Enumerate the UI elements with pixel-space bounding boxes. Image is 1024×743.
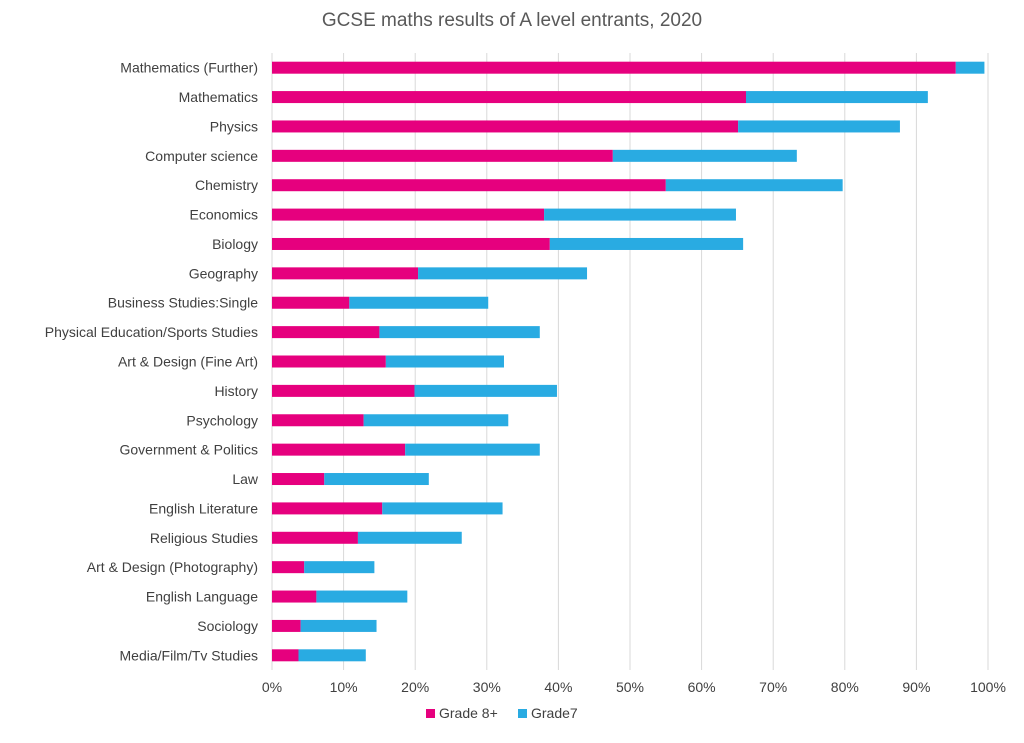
bar-grade7-history bbox=[414, 384, 557, 397]
category-label: Government & Politics bbox=[120, 442, 259, 458]
bar-grade7-english-language bbox=[316, 590, 408, 603]
bar-grade7-art-design-fine-art bbox=[385, 355, 504, 368]
x-tick-label: 0% bbox=[262, 679, 282, 695]
category-label: Physics bbox=[210, 118, 258, 134]
bar-grade7-computer-science bbox=[612, 149, 797, 162]
bar-grade-8-biology bbox=[272, 237, 550, 250]
bar-grade7-physics bbox=[738, 120, 900, 133]
bar-grade-8-art-design-fine-art bbox=[272, 355, 386, 368]
bar-grade7-chemistry bbox=[665, 179, 843, 192]
bar-grade7-mathematics bbox=[745, 91, 928, 104]
category-label: Computer science bbox=[145, 148, 258, 164]
category-label: History bbox=[214, 383, 258, 399]
bar-grade-8-law bbox=[272, 473, 325, 486]
category-label: Religious Studies bbox=[150, 530, 258, 546]
x-tick-label: 40% bbox=[544, 679, 572, 695]
bars bbox=[272, 61, 985, 662]
bar-grade7-psychology bbox=[363, 414, 509, 427]
legend-label: Grade 8+ bbox=[439, 705, 498, 721]
bar-grade7-mathematics-further bbox=[955, 61, 985, 74]
x-tick-label: 20% bbox=[401, 679, 429, 695]
category-label: Mathematics (Further) bbox=[120, 60, 258, 76]
x-tick-label: 90% bbox=[902, 679, 930, 695]
legend: Grade 8+ Grade7 bbox=[426, 705, 578, 721]
legend-label: Grade7 bbox=[531, 705, 578, 721]
bar-grade-8-mathematics bbox=[272, 91, 746, 104]
bar-grade-8-sociology bbox=[272, 619, 301, 632]
bar-grade-8-chemistry bbox=[272, 179, 666, 192]
category-label: Art & Design (Fine Art) bbox=[118, 354, 258, 370]
x-tick-label: 50% bbox=[616, 679, 644, 695]
bar-grade-8-mathematics-further bbox=[272, 61, 956, 74]
bar-grade-8-government-politics bbox=[272, 443, 406, 456]
category-label: English Language bbox=[146, 589, 258, 605]
bar-grade-8-physical-education-sports-studies bbox=[272, 326, 380, 339]
bar-grade7-art-design-photography bbox=[304, 561, 375, 574]
bar-grade7-law bbox=[324, 473, 429, 486]
x-tick-label: 10% bbox=[330, 679, 358, 695]
bar-grade-8-religious-studies bbox=[272, 531, 358, 544]
bar-grade7-government-politics bbox=[405, 443, 540, 456]
legend-swatch-grade-8 bbox=[426, 709, 435, 718]
bar-grade-8-english-language bbox=[272, 590, 317, 603]
bar-grade-8-business-studies-single bbox=[272, 296, 350, 309]
category-label: Physical Education/Sports Studies bbox=[45, 324, 258, 340]
category-label: Law bbox=[232, 471, 259, 487]
x-axis-ticks: 0% 10% 20% 30% 40% 50% 60% 70% 80% 90% 100% bbox=[262, 679, 1006, 695]
bar-grade-8-economics bbox=[272, 208, 545, 221]
chart-title: GCSE maths results of A level entrants, … bbox=[322, 10, 702, 31]
bar-grade7-media-film-tv-studies bbox=[298, 649, 366, 662]
category-label: Mathematics bbox=[179, 89, 258, 105]
bar-grade7-business-studies-single bbox=[349, 296, 489, 309]
bar-grade-8-history bbox=[272, 384, 415, 397]
category-label: Business Studies:Single bbox=[108, 295, 258, 311]
category-label: Psychology bbox=[186, 412, 258, 428]
bar-grade-8-geography bbox=[272, 267, 419, 280]
bar-grade7-english-literature bbox=[382, 502, 503, 515]
bar-grade-8-physics bbox=[272, 120, 739, 133]
category-label: Economics bbox=[190, 207, 258, 223]
bar-grade-8-media-film-tv-studies bbox=[272, 649, 299, 662]
bar-grade7-physical-education-sports-studies bbox=[379, 326, 540, 339]
bar-grade7-economics bbox=[544, 208, 736, 221]
x-tick-label: 70% bbox=[759, 679, 787, 695]
x-tick-label: 60% bbox=[688, 679, 716, 695]
category-label: Art & Design (Photography) bbox=[87, 559, 258, 575]
x-tick-label: 100% bbox=[970, 679, 1006, 695]
bar-grade7-sociology bbox=[300, 619, 377, 632]
category-label: English Literature bbox=[149, 500, 258, 516]
category-label: Chemistry bbox=[195, 177, 258, 193]
category-labels: Mathematics (Further) Mathematics Physics C… bbox=[45, 60, 259, 664]
bar-grade-8-psychology bbox=[272, 414, 364, 427]
x-tick-label: 80% bbox=[831, 679, 859, 695]
bar-grade-8-computer-science bbox=[272, 149, 613, 162]
bar-grade7-religious-studies bbox=[357, 531, 462, 544]
bar-grade-8-english-literature bbox=[272, 502, 383, 515]
category-label: Sociology bbox=[197, 618, 258, 634]
bar-grade-8-art-design-photography bbox=[272, 561, 305, 574]
category-label: Biology bbox=[212, 236, 258, 252]
legend-swatch-grade7 bbox=[518, 709, 527, 718]
x-tick-label: 30% bbox=[473, 679, 501, 695]
category-label: Media/Film/Tv Studies bbox=[120, 647, 258, 663]
bar-grade7-geography bbox=[418, 267, 588, 280]
bar-grade7-biology bbox=[549, 237, 744, 250]
category-label: Geography bbox=[189, 265, 258, 281]
